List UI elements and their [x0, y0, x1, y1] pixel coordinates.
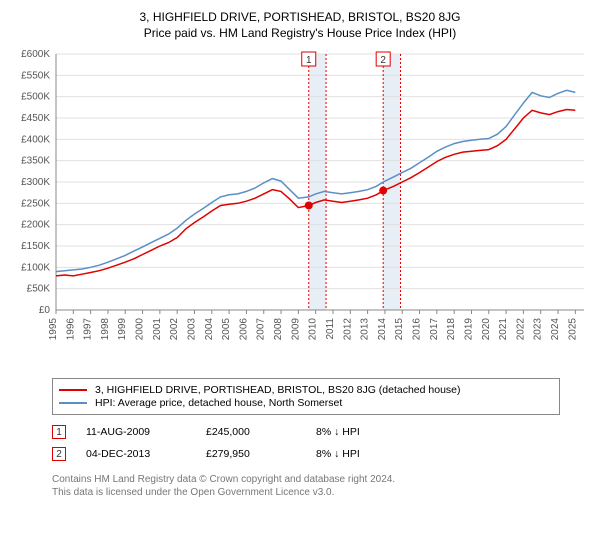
legend-swatch [59, 389, 87, 391]
svg-text:£450K: £450K [21, 113, 50, 124]
footer-line-1: Contains HM Land Registry data © Crown c… [52, 473, 560, 486]
legend-label: HPI: Average price, detached house, Nort… [95, 397, 342, 409]
svg-text:2025: 2025 [567, 318, 578, 341]
legend-row: HPI: Average price, detached house, Nort… [59, 397, 553, 409]
svg-text:2012: 2012 [342, 318, 353, 341]
svg-text:2014: 2014 [377, 318, 388, 341]
svg-text:£400K: £400K [21, 134, 50, 145]
svg-text:£0: £0 [39, 305, 51, 316]
event-date: 04-DEC-2013 [86, 448, 186, 460]
svg-text:2019: 2019 [463, 318, 474, 341]
svg-text:1995: 1995 [48, 318, 59, 341]
event-relative: 8% ↓ HPI [316, 426, 406, 438]
line-chart: £0 £50K £100K £150K £200K £250K £300K £350K £400… [10, 48, 590, 368]
svg-text:2018: 2018 [446, 318, 457, 341]
svg-text:2020: 2020 [481, 318, 492, 341]
svg-text:2010: 2010 [308, 318, 319, 341]
svg-text:2: 2 [380, 55, 386, 66]
svg-text:£50K: £50K [27, 284, 51, 295]
svg-text:£350K: £350K [21, 156, 50, 167]
event-price: £279,950 [206, 448, 296, 460]
legend: 3, HIGHFIELD DRIVE, PORTISHEAD, BRISTOL,… [52, 378, 560, 415]
legend-row: 3, HIGHFIELD DRIVE, PORTISHEAD, BRISTOL,… [59, 384, 553, 396]
legend-label: 3, HIGHFIELD DRIVE, PORTISHEAD, BRISTOL,… [95, 384, 461, 396]
event-price: £245,000 [206, 426, 296, 438]
event-marker-box: 2 [52, 447, 66, 461]
svg-text:2021: 2021 [498, 318, 509, 341]
svg-text:2001: 2001 [152, 318, 163, 341]
chart-area: £0 £50K £100K £150K £200K £250K £300K £350K £400… [10, 48, 590, 368]
svg-text:2022: 2022 [515, 318, 526, 341]
svg-text:2011: 2011 [325, 318, 336, 340]
footer-line-2: This data is licensed under the Open Gov… [52, 486, 560, 499]
event-row: 2 04-DEC-2013 £279,950 8% ↓ HPI [52, 443, 560, 465]
svg-text:2006: 2006 [238, 318, 249, 341]
svg-text:£550K: £550K [21, 70, 50, 81]
attribution-footer: Contains HM Land Registry data © Crown c… [52, 473, 560, 499]
svg-text:1997: 1997 [83, 318, 94, 341]
svg-text:1999: 1999 [117, 318, 128, 341]
legend-swatch [59, 402, 87, 404]
title-address: 3, HIGHFIELD DRIVE, PORTISHEAD, BRISTOL,… [10, 10, 590, 24]
chart-container: 3, HIGHFIELD DRIVE, PORTISHEAD, BRISTOL,… [0, 0, 600, 509]
svg-text:2008: 2008 [273, 318, 284, 341]
svg-text:2016: 2016 [412, 318, 423, 341]
event-row: 1 11-AUG-2009 £245,000 8% ↓ HPI [52, 421, 560, 443]
svg-text:2004: 2004 [204, 318, 215, 341]
svg-text:2023: 2023 [533, 318, 544, 341]
svg-text:2002: 2002 [169, 318, 180, 341]
svg-text:£300K: £300K [21, 177, 50, 188]
svg-text:2005: 2005 [221, 318, 232, 341]
event-date: 11-AUG-2009 [86, 426, 186, 438]
svg-text:2017: 2017 [429, 318, 440, 341]
svg-text:2009: 2009 [290, 318, 301, 341]
svg-text:£600K: £600K [21, 49, 50, 60]
svg-text:2007: 2007 [256, 318, 267, 341]
svg-text:2003: 2003 [186, 318, 197, 341]
svg-text:2000: 2000 [135, 318, 146, 341]
svg-text:£250K: £250K [21, 198, 50, 209]
svg-text:1996: 1996 [65, 318, 76, 341]
svg-text:2013: 2013 [360, 318, 371, 341]
event-table: 1 11-AUG-2009 £245,000 8% ↓ HPI 2 04-DEC-2013… [52, 421, 560, 465]
svg-text:£150K: £150K [21, 241, 50, 252]
svg-text:2024: 2024 [550, 318, 561, 341]
svg-text:2015: 2015 [394, 318, 405, 341]
svg-text:1998: 1998 [100, 318, 111, 341]
event-relative: 8% ↓ HPI [316, 448, 406, 460]
event-marker-box: 1 [52, 425, 66, 439]
svg-text:£200K: £200K [21, 220, 50, 231]
svg-text:1: 1 [306, 55, 312, 66]
title-subtitle: Price paid vs. HM Land Registry's House … [10, 26, 590, 40]
svg-text:£100K: £100K [21, 262, 50, 273]
svg-text:£500K: £500K [21, 92, 50, 103]
